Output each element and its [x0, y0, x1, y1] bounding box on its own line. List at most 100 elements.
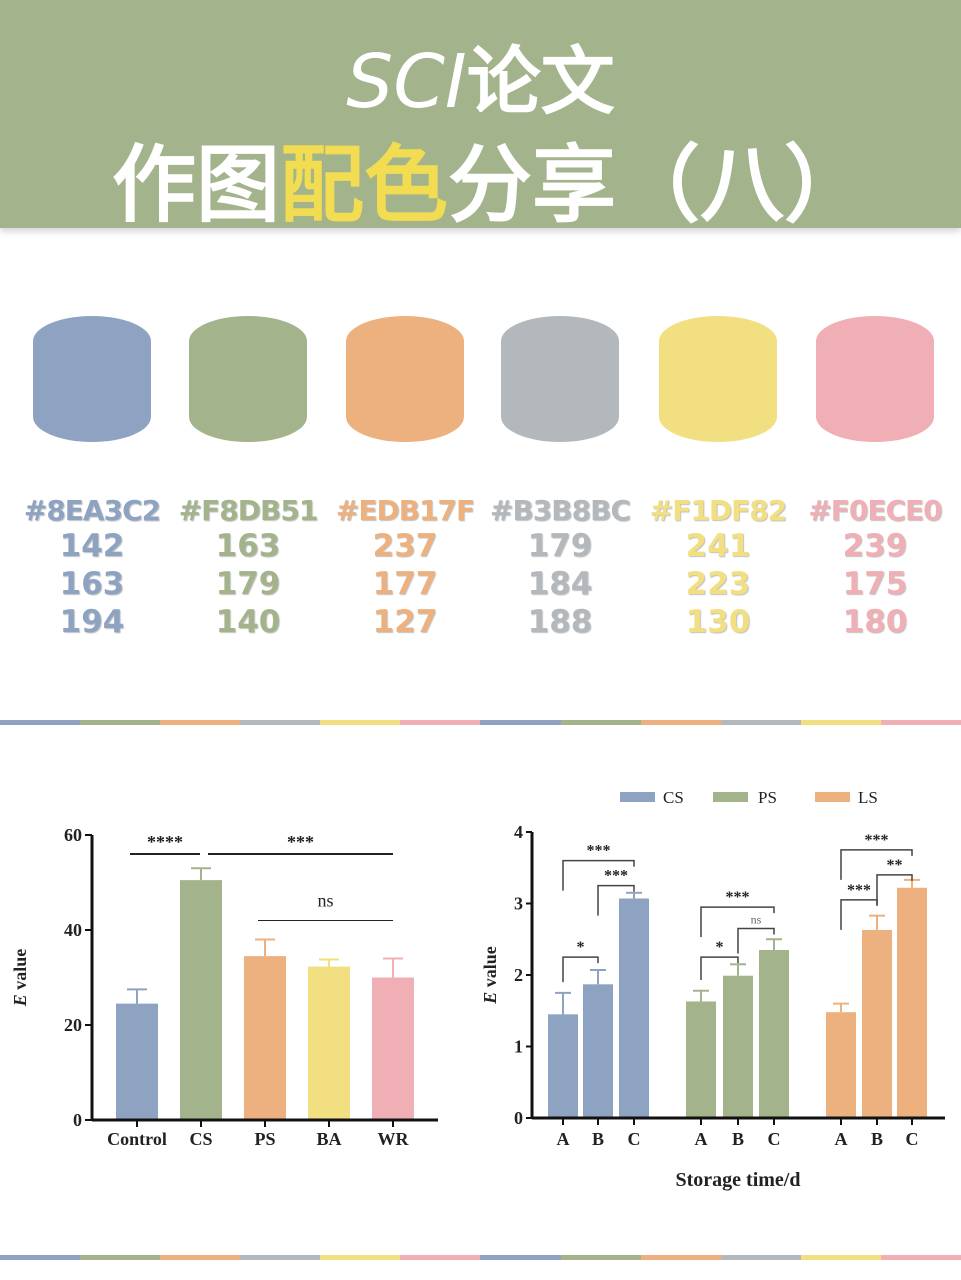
stripe-segment [480, 1255, 561, 1260]
rgb-b: 140 [215, 604, 281, 640]
significance-label: *** [604, 868, 628, 885]
x-tick-label: B [732, 1129, 744, 1149]
color-swatch [189, 316, 307, 442]
hex-code: #F8DB51 [178, 494, 319, 527]
significance-label: *** [287, 832, 314, 852]
rgb-r: 239 [842, 528, 908, 564]
hex-code: #B3B8BC [490, 494, 631, 527]
bar-cs-b [583, 984, 613, 1118]
y-label-rest: value [10, 949, 30, 995]
stripe-segment [160, 720, 241, 725]
significance-label: ns [751, 913, 762, 927]
bar-ps-a [686, 1001, 716, 1118]
hex-code: #F1DF82 [649, 494, 787, 527]
x-tick-label: Control [107, 1129, 167, 1149]
x-tick-label: WR [378, 1129, 410, 1149]
stripe-segment [640, 720, 721, 725]
significance-bracket [700, 956, 739, 981]
x-tick-label: A [695, 1129, 708, 1149]
x-tick-label: C [768, 1129, 781, 1149]
significance-bracket [737, 927, 775, 954]
significance-label: *** [587, 843, 611, 860]
y-tick-label: 3 [514, 894, 523, 914]
y-label-italic: E [480, 992, 500, 1005]
bar-ps-b [723, 975, 753, 1118]
color-swatch [33, 316, 151, 442]
y-label-italic: E [10, 994, 30, 1007]
stripe-segment [240, 1255, 321, 1260]
x-tick-label: PS [254, 1129, 275, 1149]
rgb-g: 175 [842, 566, 908, 602]
stripe-segment [0, 1255, 81, 1260]
rgb-g: 177 [372, 566, 438, 602]
rgb-r: 163 [215, 528, 281, 564]
y-tick-label: 20 [64, 1015, 82, 1035]
rgb-g: 184 [527, 566, 593, 602]
title-share: 分享（八） [448, 136, 869, 234]
rgb-g: 223 [685, 566, 751, 602]
bar-control [116, 1003, 158, 1120]
bar-ba [308, 966, 350, 1120]
rgb-r: 142 [59, 528, 125, 564]
stripe-segment [560, 1255, 641, 1260]
stripe-segment [800, 1255, 881, 1260]
significance-bracket [597, 884, 635, 916]
hex-code: #EDB17F [335, 494, 475, 527]
bar-ls-c [897, 887, 927, 1118]
significance-bracket [840, 849, 913, 880]
stripe-segment [400, 720, 481, 725]
x-tick-label: B [871, 1129, 883, 1149]
y-tick-label: 4 [514, 822, 523, 842]
y-tick-label: 0 [73, 1110, 82, 1130]
stripe-segment [720, 720, 801, 725]
stripe-segment [80, 720, 161, 725]
title-sci: SCI [346, 39, 467, 125]
legend-label: PS [758, 788, 777, 807]
title-line-1: SCI论文 [0, 22, 961, 129]
y-tick-label: 0 [514, 1108, 523, 1128]
bar-cs [180, 880, 222, 1120]
color-code-column: #B3B8BC 179 184 188 [480, 494, 640, 641]
rgb-r: 179 [527, 528, 593, 564]
stripe-segment [320, 1255, 401, 1260]
y-tick-label: 60 [64, 825, 82, 845]
rgb-r: 241 [685, 528, 751, 564]
x-tick-label: C [628, 1129, 641, 1149]
stripe-segment [880, 1255, 961, 1260]
rgb-b: 188 [527, 604, 593, 640]
significance-bracket [562, 859, 635, 891]
stripe-segment [800, 720, 881, 725]
y-axis-label: E value [10, 949, 30, 1008]
y-tick-label: 1 [514, 1037, 523, 1057]
header-banner: SCI论文 作图配色分享（八） [0, 0, 961, 234]
title-paper: 论文 [466, 39, 615, 125]
legend-swatch-ps [713, 792, 748, 802]
significance-label: ns [317, 891, 333, 911]
significance-label: ** [887, 857, 903, 874]
stripe-segment [560, 720, 641, 725]
bar-ls-b [862, 929, 892, 1118]
rgb-b: 180 [842, 604, 908, 640]
bar-cs-c [619, 898, 649, 1118]
x-tick-label: A [557, 1129, 570, 1149]
color-code-column: #F8DB51 163 179 140 [168, 494, 328, 641]
rgb-b: 130 [685, 604, 751, 640]
hex-code: #8EA3C2 [23, 494, 161, 527]
rgb-g: 163 [59, 566, 125, 602]
y-tick-label: 2 [514, 965, 523, 985]
bar-cs-a [548, 1014, 578, 1118]
x-tick-label: C [906, 1129, 919, 1149]
stripe-segment [400, 1255, 481, 1260]
rgb-r: 237 [372, 528, 438, 564]
divider-stripe-bottom [0, 1255, 961, 1260]
rgb-g: 179 [215, 566, 281, 602]
y-label-rest: value [480, 946, 500, 992]
stripe-segment [320, 720, 401, 725]
y-tick-label: 40 [64, 920, 82, 940]
stripe-segment [720, 1255, 801, 1260]
color-code-column: #8EA3C2 142 163 194 [12, 494, 172, 641]
legend-label: LS [858, 788, 878, 807]
legend-swatch-cs [620, 792, 655, 802]
